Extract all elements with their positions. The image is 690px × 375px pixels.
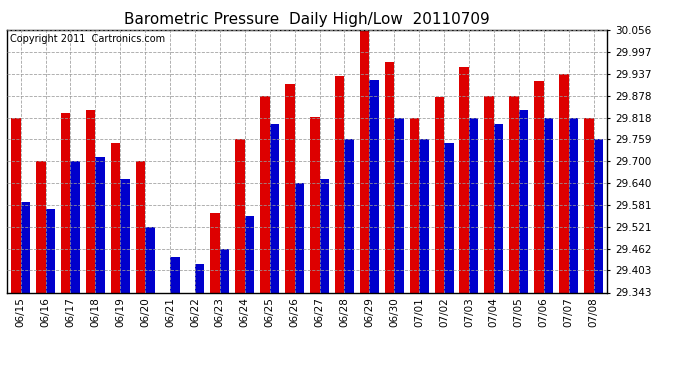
Bar bbox=[61, 113, 70, 292]
Bar bbox=[46, 209, 55, 292]
Bar bbox=[195, 264, 204, 292]
Title: Barometric Pressure  Daily High/Low  20110709: Barometric Pressure Daily High/Low 20110… bbox=[124, 12, 490, 27]
Bar bbox=[86, 110, 95, 292]
Bar bbox=[394, 118, 404, 292]
Bar bbox=[120, 180, 130, 292]
Bar bbox=[161, 292, 170, 323]
Bar bbox=[569, 118, 578, 292]
Bar bbox=[360, 30, 369, 292]
Bar bbox=[285, 84, 295, 292]
Bar bbox=[509, 96, 519, 292]
Bar bbox=[444, 142, 453, 292]
Bar bbox=[494, 124, 503, 292]
Bar bbox=[593, 140, 603, 292]
Bar bbox=[369, 80, 379, 292]
Bar bbox=[559, 74, 569, 292]
Bar bbox=[484, 96, 494, 292]
Bar bbox=[260, 96, 270, 292]
Bar bbox=[270, 124, 279, 292]
Bar bbox=[21, 202, 30, 292]
Bar bbox=[295, 183, 304, 292]
Bar bbox=[186, 292, 195, 345]
Bar bbox=[419, 140, 428, 292]
Bar bbox=[210, 213, 220, 292]
Bar bbox=[36, 161, 46, 292]
Bar bbox=[435, 97, 444, 292]
Bar bbox=[319, 180, 329, 292]
Bar bbox=[385, 62, 394, 292]
Bar bbox=[170, 257, 179, 292]
Bar bbox=[469, 118, 478, 292]
Bar bbox=[145, 227, 155, 292]
Bar bbox=[460, 67, 469, 292]
Bar bbox=[519, 110, 529, 292]
Bar bbox=[11, 118, 21, 292]
Bar bbox=[344, 140, 354, 292]
Bar bbox=[534, 81, 544, 292]
Bar bbox=[335, 76, 344, 292]
Bar bbox=[220, 249, 229, 292]
Bar bbox=[245, 216, 254, 292]
Bar bbox=[70, 161, 80, 292]
Bar bbox=[111, 142, 120, 292]
Bar bbox=[235, 139, 245, 292]
Bar bbox=[136, 161, 145, 292]
Bar bbox=[544, 118, 553, 292]
Bar bbox=[95, 158, 105, 292]
Bar bbox=[310, 117, 319, 292]
Bar bbox=[584, 118, 593, 292]
Bar bbox=[410, 118, 419, 292]
Text: Copyright 2011  Cartronics.com: Copyright 2011 Cartronics.com bbox=[10, 34, 165, 44]
